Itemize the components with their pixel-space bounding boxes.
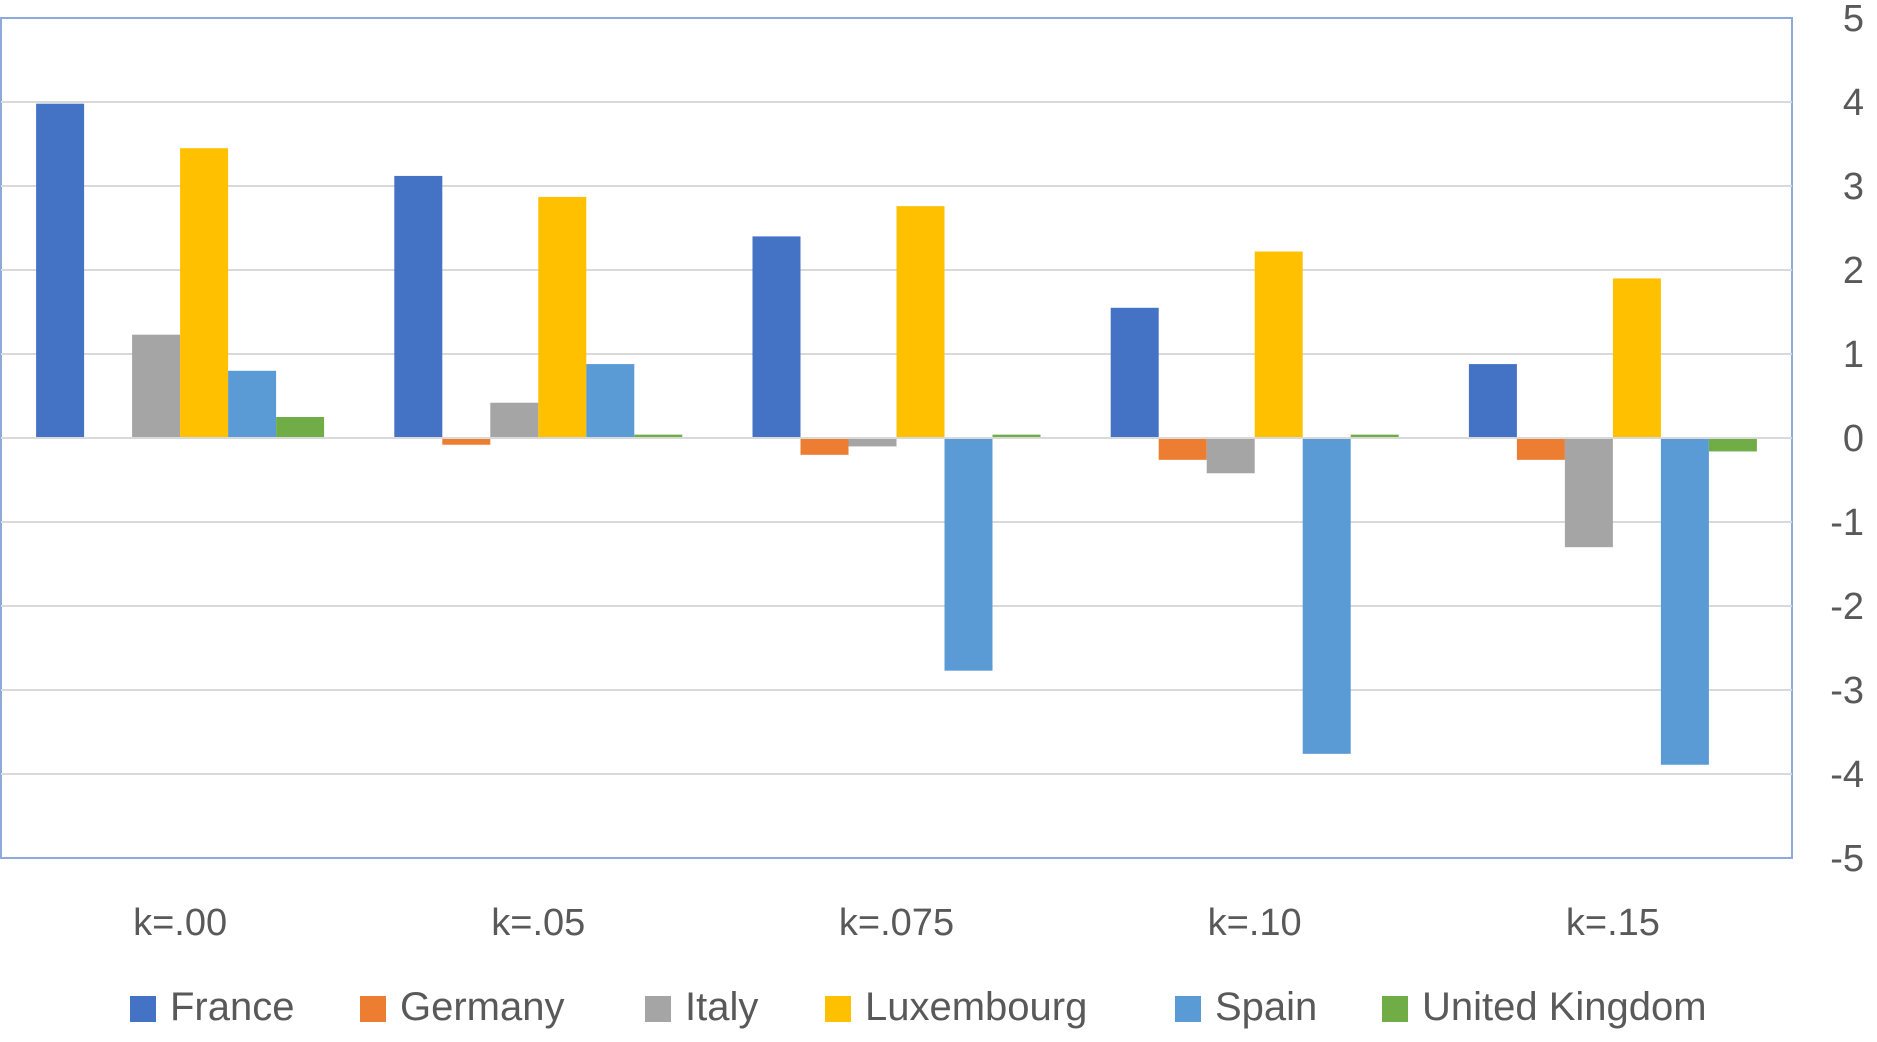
- bar-series-group: [36, 103, 1757, 765]
- bar-luxembourg-1: [538, 196, 587, 438]
- bar-spain-3: [1302, 438, 1351, 754]
- bar-united-kingdom-4: [1708, 438, 1757, 452]
- bar-italy-4: [1564, 438, 1613, 548]
- legend-swatch: [1382, 996, 1408, 1022]
- legend-swatch: [1175, 996, 1201, 1022]
- legend-label: United Kingdom: [1422, 985, 1707, 1029]
- bar-france-0: [36, 103, 85, 439]
- legend-swatch: [645, 996, 671, 1022]
- legend-item-italy[interactable]: Italy: [645, 985, 758, 1029]
- y-tick-label-3: 2: [1843, 250, 1864, 292]
- x-category-label-3: k=.10: [1208, 902, 1302, 944]
- x-category-label-4: k=.15: [1566, 902, 1660, 944]
- bar-italy-0: [132, 334, 181, 438]
- y-tick-label-8: -3: [1830, 670, 1864, 712]
- y-tick-label-7: -2: [1830, 586, 1864, 628]
- bar-spain-1: [586, 364, 635, 438]
- bar-germany-1: [442, 438, 491, 445]
- y-tick-label-0: 5: [1843, 0, 1864, 40]
- bar-italy-2: [848, 438, 897, 447]
- bar-united-kingdom-3: [1350, 434, 1399, 438]
- legend-item-united-kingdom[interactable]: United Kingdom: [1382, 985, 1707, 1029]
- bar-germany-4: [1516, 438, 1565, 460]
- bar-france-3: [1110, 307, 1159, 438]
- bar-germany-3: [1158, 438, 1207, 460]
- legend-item-germany[interactable]: Germany: [360, 985, 565, 1029]
- legend-swatch: [360, 996, 386, 1022]
- legend-item-luxembourg[interactable]: Luxembourg: [825, 985, 1087, 1029]
- bar-united-kingdom-1: [634, 434, 683, 438]
- legend-label: Spain: [1215, 985, 1317, 1029]
- y-axis-tick-labels: 5 4 3 2 1 0 -1 -2 -3 -4 -5: [1830, 0, 1864, 880]
- bar-luxembourg-2: [896, 206, 945, 438]
- legend-label: Luxembourg: [865, 985, 1087, 1029]
- y-tick-label-2: 3: [1843, 166, 1864, 208]
- bar-united-kingdom-2: [992, 434, 1041, 438]
- legend-swatch: [825, 996, 851, 1022]
- bar-luxembourg-3: [1254, 251, 1303, 438]
- bar-france-4: [1468, 364, 1517, 438]
- bar-france-1: [394, 175, 443, 439]
- bar-italy-3: [1206, 438, 1255, 474]
- bar-spain-0: [228, 370, 277, 438]
- bar-france-2: [752, 236, 801, 438]
- legend-item-france[interactable]: France: [130, 985, 295, 1029]
- x-category-label-2: k=.075: [839, 902, 954, 944]
- bar-germany-2: [800, 438, 849, 455]
- legend-swatch: [130, 996, 156, 1022]
- y-tick-label-1: 4: [1843, 82, 1864, 124]
- bar-spain-4: [1660, 438, 1709, 765]
- legend[interactable]: France Germany Italy Luxembourg Spain United …: [130, 985, 1707, 1029]
- y-tick-label-9: -4: [1830, 754, 1864, 796]
- x-axis-category-labels: k=.00 k=.05 k=.075 k=.10 k=.15: [133, 902, 1660, 944]
- legend-label: Italy: [685, 985, 758, 1029]
- bar-luxembourg-0: [180, 148, 229, 438]
- bar-spain-2: [944, 438, 993, 671]
- bar-italy-1: [490, 402, 539, 438]
- legend-item-spain[interactable]: Spain: [1175, 985, 1317, 1029]
- y-tick-label-6: -1: [1830, 502, 1864, 544]
- legend-label: France: [170, 985, 295, 1029]
- y-tick-label-10: -5: [1830, 838, 1864, 880]
- x-category-label-0: k=.00: [133, 902, 227, 944]
- legend-label: Germany: [400, 985, 565, 1029]
- y-tick-label-5: 0: [1843, 418, 1864, 460]
- x-category-label-1: k=.05: [491, 902, 585, 944]
- bar-united-kingdom-0: [276, 417, 325, 438]
- y-tick-label-4: 1: [1843, 334, 1864, 376]
- bar-luxembourg-4: [1612, 278, 1661, 438]
